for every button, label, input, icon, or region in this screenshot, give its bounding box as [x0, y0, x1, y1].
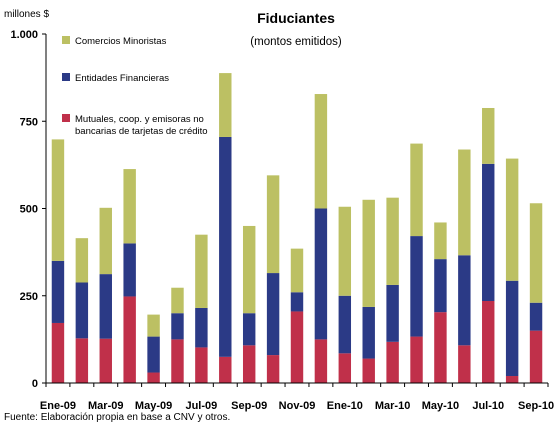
bar-segment-Abr-09-series-0 [123, 296, 136, 383]
bar-segment-Jun-09-series-0 [171, 339, 184, 384]
bar-segment-Ago-10-series-1 [505, 280, 519, 377]
chart-subtitle: (montos emitidos) [250, 36, 342, 48]
bar-segment-Jun-10-series-2 [458, 149, 471, 256]
legend-label-1: Entidades Financieras [75, 73, 169, 84]
x-tick-label-Nov-09: Nov-09 [279, 400, 316, 412]
y-tick-label-750: 750 [20, 116, 38, 128]
bar-segment-Mar-10-series-1 [386, 284, 399, 342]
bar-segment-Sep-09-series-0 [242, 345, 256, 383]
y-axis-label: millones $ [4, 9, 49, 20]
bar-segment-May-10-series-0 [434, 312, 447, 383]
axes-group [42, 33, 549, 387]
bar-segment-Ene-09-series-0 [51, 322, 65, 383]
bar-segment-Abr-10-series-1 [410, 236, 423, 337]
bar-segment-Ago-09-series-2 [219, 73, 232, 137]
bars-group [51, 73, 543, 384]
bar-segment-Jun-09-series-1 [171, 313, 184, 340]
legend-swatch-0 [62, 114, 70, 122]
x-tick-label-Sep-09: Sep-09 [231, 400, 267, 412]
legend-label-line-2: bancarias de tarjetas de crédito [75, 126, 208, 137]
bar-segment-Abr-10-series-2 [410, 143, 423, 237]
bar-segment-Dic-09-series-0 [314, 339, 328, 384]
bar-segment-Sep-09-series-1 [242, 313, 256, 346]
bar-segment-Jun-10-series-1 [458, 255, 471, 346]
bar-segment-Sep-09-series-2 [242, 225, 256, 314]
bar-segment-Ene-09-series-2 [51, 139, 65, 261]
bar-segment-Ene-10-series-1 [338, 295, 352, 354]
bar-segment-Nov-09-series-2 [290, 248, 304, 293]
x-tick-label-May-09: May-09 [135, 400, 172, 412]
bar-segment-Feb-10-series-2 [362, 199, 375, 307]
bar-segment-Jul-09-series-0 [195, 347, 208, 383]
bar-segment-Oct-09-series-2 [266, 175, 280, 274]
legend-swatch-2 [62, 36, 70, 44]
bar-segment-Feb-09-series-0 [75, 338, 89, 383]
bar-segment-Ene-10-series-0 [338, 353, 352, 383]
bar-segment-Sep-10-series-0 [529, 330, 543, 383]
bar-segment-Nov-09-series-1 [290, 292, 304, 312]
bar-segment-Mar-09-series-0 [99, 338, 112, 383]
legend-label-2: Comercios Minoristas [75, 36, 167, 47]
bar-segment-Oct-09-series-1 [266, 273, 280, 356]
bar-segment-Feb-10-series-0 [362, 358, 375, 383]
y-tick-label-0: 0 [32, 378, 38, 390]
bar-segment-Ene-10-series-2 [338, 206, 352, 296]
source-note: Fuente: Elaboración propia en base a CNV… [4, 412, 231, 423]
bar-segment-Mar-09-series-1 [99, 274, 112, 339]
bar-segment-May-09-series-0 [147, 372, 160, 383]
bar-segment-Ene-09-series-1 [51, 260, 65, 323]
bar-segment-Ago-09-series-1 [219, 136, 232, 357]
x-tick-label-Mar-09: Mar-09 [88, 400, 123, 412]
y-tick-label-250: 250 [20, 291, 38, 303]
x-tick-label-Sep-10: Sep-10 [518, 400, 554, 412]
legend: Comercios Minoristas Entidades Financiera… [62, 36, 208, 137]
bar-segment-May-10-series-1 [434, 259, 447, 313]
bar-segment-Jun-09-series-2 [171, 287, 184, 314]
x-tick-label-Jul-10: Jul-10 [472, 400, 504, 412]
bar-segment-Jul-10-series-1 [482, 163, 495, 301]
x-tick-label-Ene-09: Ene-09 [40, 400, 76, 412]
bar-segment-Sep-10-series-2 [529, 203, 543, 303]
bar-segment-Abr-09-series-1 [123, 243, 136, 297]
x-tick-label-Ene-10: Ene-10 [327, 400, 363, 412]
bar-segment-May-10-series-2 [434, 222, 447, 260]
x-tick-label-Mar-10: Mar-10 [375, 400, 410, 412]
bar-segment-Ago-10-series-0 [505, 376, 519, 383]
bar-segment-Ago-10-series-2 [505, 158, 519, 281]
bar-segment-Jul-09-series-1 [195, 307, 208, 348]
y-tick-label-1000: 1.000 [10, 29, 38, 41]
bar-segment-Jul-10-series-2 [482, 107, 495, 164]
bar-segment-Mar-10-series-0 [386, 341, 399, 383]
bar-segment-Jun-10-series-0 [458, 345, 471, 383]
y-tick-label-500: 500 [20, 204, 38, 216]
bar-segment-Feb-09-series-1 [75, 282, 89, 339]
x-tick-label-May-10: May-10 [422, 400, 459, 412]
bar-segment-Mar-10-series-2 [386, 197, 399, 285]
bar-segment-Oct-09-series-0 [266, 355, 280, 383]
legend-label-line-1: Mutuales, coop. y emisoras no [75, 114, 204, 125]
bar-segment-Abr-10-series-0 [410, 336, 423, 383]
bar-segment-Abr-09-series-2 [123, 169, 136, 244]
bar-segment-Nov-09-series-0 [290, 311, 304, 383]
chart-title: Fiduciantes [257, 10, 335, 26]
bar-segment-Feb-10-series-1 [362, 306, 375, 359]
bar-segment-Sep-10-series-1 [529, 302, 543, 331]
bar-segment-May-09-series-2 [147, 314, 160, 337]
bar-segment-Jul-09-series-2 [195, 234, 208, 308]
tick-labels-group: 0 250 500 750 1.000 Ene-09 Mar-09 May-09 Jul-09 S… [10, 29, 554, 412]
x-tick-label-Jul-09: Jul-09 [185, 400, 217, 412]
bar-segment-Dic-09-series-1 [314, 208, 328, 340]
bar-segment-Ago-09-series-0 [219, 356, 232, 383]
bar-segment-Feb-09-series-2 [75, 238, 89, 283]
bar-segment-Jul-10-series-0 [482, 300, 495, 383]
bar-segment-Dic-09-series-2 [314, 94, 328, 209]
legend-label-0: Mutuales, coop. y emisoras no bancarias d… [75, 114, 208, 137]
bar-segment-May-09-series-1 [147, 336, 160, 373]
legend-swatch-1 [62, 73, 70, 81]
bar-segment-Mar-09-series-2 [99, 207, 112, 275]
